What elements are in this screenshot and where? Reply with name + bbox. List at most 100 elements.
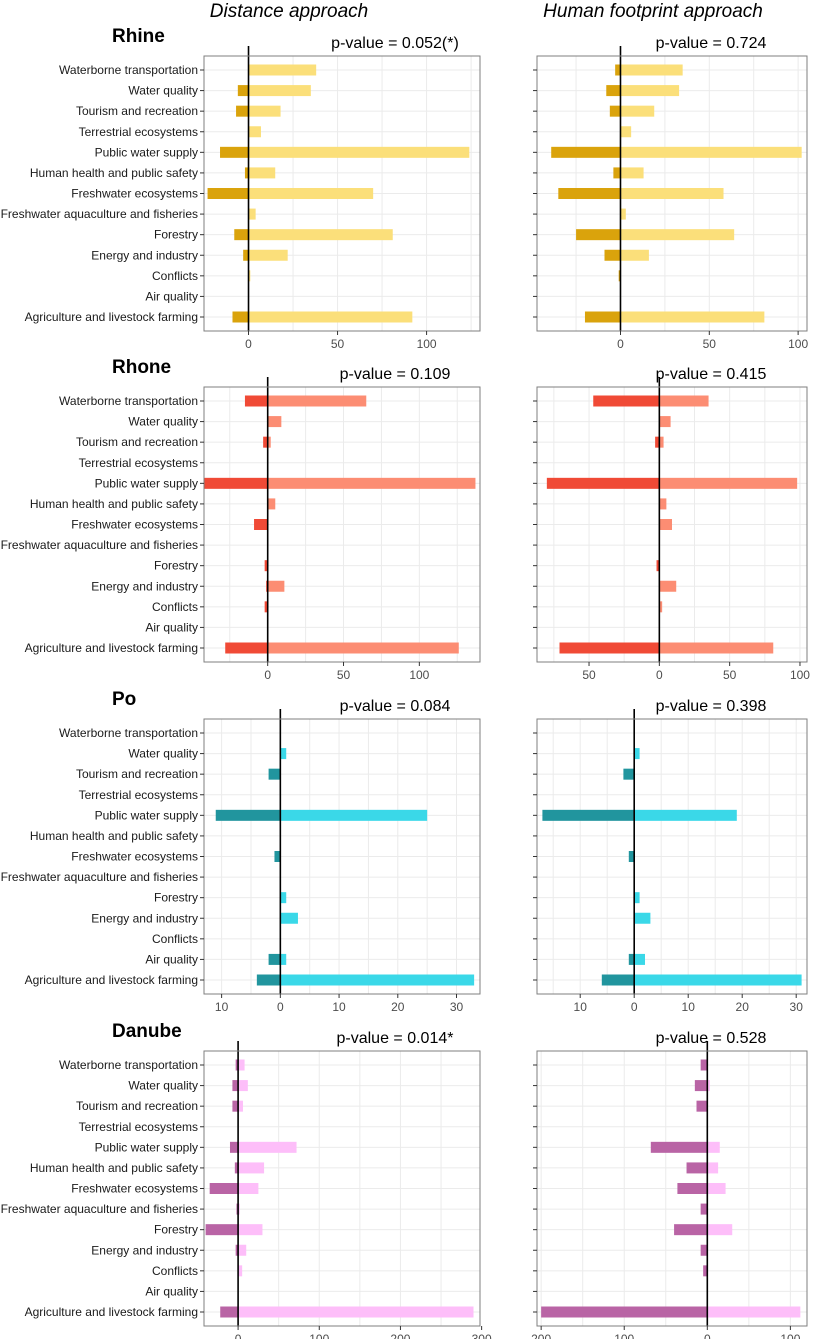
river-title: Danube (112, 1021, 182, 1042)
category-label: Air quality (145, 1284, 198, 1298)
bar-positive (267, 580, 285, 592)
x-tick-label: 20 (736, 1000, 750, 1014)
bar-positive (238, 1100, 243, 1112)
bar-positive (248, 85, 311, 97)
bar-negative (541, 1306, 708, 1318)
x-tick-label: 50 (337, 668, 351, 682)
bar-positive (248, 167, 276, 179)
bar-positive (238, 1183, 259, 1194)
column-header-distance: Distance approach (210, 1, 368, 22)
x-tick-label: 200 (390, 1332, 410, 1339)
bar-positive (248, 64, 317, 76)
bar-positive (280, 912, 298, 924)
x-tick-label: 30 (450, 1000, 464, 1014)
category-label: Energy and industry (91, 911, 198, 925)
bar-negative (229, 1141, 239, 1153)
bar-negative (237, 85, 249, 97)
category-label: Terrestrial ecosystems (79, 125, 198, 139)
category-label: Public water supply (95, 476, 198, 490)
bar-negative (546, 477, 660, 489)
bar-positive (620, 188, 724, 199)
category-label: Forestry (154, 559, 198, 573)
bar-positive (620, 85, 680, 97)
x-tick-label: 0 (656, 668, 663, 682)
bar-negative (674, 1224, 708, 1236)
bar-negative (677, 1183, 708, 1194)
bar-positive (620, 249, 649, 261)
category-label: Freshwater aquaculture and fisheries (1, 870, 198, 884)
x-tick-label: 100 (788, 337, 808, 351)
bar-negative (558, 188, 621, 199)
bar-positive (280, 892, 287, 904)
river-title: Rhone (112, 357, 171, 378)
category-label: Tourism and recreation (76, 1099, 198, 1113)
category-label: Waterborne transportation (59, 394, 198, 408)
category-label: Conflicts (152, 269, 198, 283)
p-value-label: p-value = 0.528 (656, 1030, 767, 1047)
x-tick-label: 50 (703, 337, 717, 351)
bar-negative (264, 601, 268, 613)
x-tick-label: 100 (614, 1332, 634, 1339)
bar-positive (238, 1306, 474, 1318)
column-header-footprint: Human footprint approach (543, 1, 763, 22)
p-value-label: p-value = 0.398 (656, 698, 767, 715)
x-tick-label: 0 (617, 337, 624, 351)
category-label: Waterborne transportation (59, 726, 198, 740)
bar-negative (207, 188, 249, 199)
bar-negative (613, 167, 621, 179)
x-tick-label: 50 (723, 668, 737, 682)
bar-negative (601, 974, 635, 986)
bar-positive (659, 498, 667, 510)
x-tick-label: 50 (582, 668, 596, 682)
chart-panel-rhine-footprint: 0 50 100 p-value = 0.724 (533, 35, 808, 351)
bar-positive (659, 642, 774, 654)
bar-positive (267, 416, 282, 428)
p-value-label: p-value = 0.084 (340, 698, 451, 715)
bar-negative (235, 1059, 239, 1071)
category-label: Water quality (128, 84, 198, 98)
p-value-label: p-value = 0.724 (656, 35, 767, 52)
bar-negative (656, 560, 660, 572)
x-tick-label: 10 (332, 1000, 346, 1014)
category-label: Tourism and recreation (76, 435, 198, 449)
category-label: Energy and industry (91, 579, 198, 593)
bar-negative (576, 229, 621, 241)
bar-positive (238, 1141, 297, 1153)
category-label: Forestry (154, 228, 198, 242)
bar-negative (274, 851, 281, 862)
category-label: Human health and public safety (30, 497, 198, 511)
category-label: Freshwater ecosystems (71, 1182, 198, 1196)
x-tick-label: 300 (472, 1332, 492, 1339)
bar-negative (225, 642, 268, 654)
bar-positive (267, 395, 367, 407)
bar-positive (248, 105, 281, 117)
bar-negative (220, 146, 249, 158)
x-tick-label: 100 (790, 668, 810, 682)
bar-negative (220, 1306, 239, 1318)
bar-positive (659, 580, 677, 592)
bar-positive (620, 64, 683, 76)
x-tick-label: 10 (574, 1000, 588, 1014)
chart-panel-rhine-distance: 0 50 100 Waterborne transportation Water qua… (1, 26, 481, 351)
bar-negative (232, 1080, 239, 1092)
bar-negative (205, 1224, 239, 1236)
bar-negative (623, 768, 635, 780)
bar-positive (707, 1224, 733, 1236)
bar-positive (659, 477, 798, 489)
category-label: Agriculture and livestock farming (25, 310, 198, 324)
bar-positive (238, 1224, 263, 1236)
bar-negative (236, 105, 249, 117)
bar-positive (620, 311, 765, 323)
category-label: Freshwater ecosystems (71, 850, 198, 864)
x-tick-label: 10 (215, 1000, 229, 1014)
category-label: Conflicts (152, 932, 198, 946)
bar-positive (267, 642, 459, 654)
bar-positive (238, 1265, 243, 1277)
bar-positive (267, 477, 476, 489)
bar-positive (659, 395, 709, 407)
category-label: Freshwater aquaculture and fisheries (1, 207, 198, 221)
bar-negative (700, 1203, 708, 1215)
bar-negative (268, 768, 281, 780)
bar-negative (209, 1183, 239, 1194)
